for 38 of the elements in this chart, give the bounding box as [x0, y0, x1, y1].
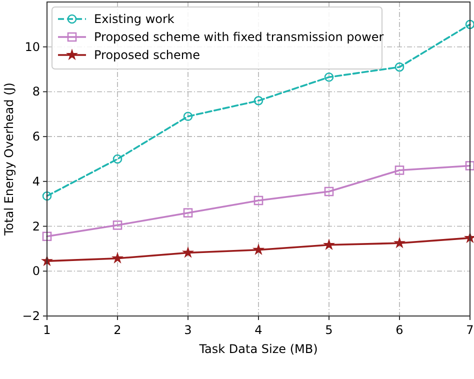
y-tick-label: 6 [32, 130, 40, 144]
x-tick-label: 7 [466, 323, 474, 337]
point [254, 196, 264, 206]
y-axis-title: Total Energy Overhead (J) [2, 82, 16, 236]
point [394, 166, 404, 175]
legend-label: Proposed scheme [94, 48, 200, 62]
x-tick-label: 2 [114, 323, 122, 337]
y-tick-label: 4 [32, 174, 40, 188]
point [393, 236, 406, 248]
point [183, 112, 193, 122]
point [42, 232, 52, 242]
point [112, 220, 122, 230]
point [322, 238, 336, 250]
x-tick-label: 1 [43, 323, 51, 337]
y-tick-label: 2 [32, 219, 40, 234]
x-tick-label: 4 [254, 323, 262, 337]
point [252, 244, 265, 255]
point [182, 246, 194, 258]
legend-label: Proposed scheme with fixed transmission power [94, 30, 384, 44]
point [183, 208, 193, 218]
legend-label: Existing work [94, 12, 174, 26]
point [465, 20, 474, 30]
x-axis-title: Task Data Size (MB) [198, 342, 318, 356]
x-tick-label: 6 [396, 323, 404, 337]
point [254, 96, 264, 106]
x-tick-label: 5 [325, 323, 333, 337]
y-tick-label: 8 [32, 84, 40, 99]
point [111, 252, 124, 264]
point [324, 72, 334, 82]
point [324, 186, 334, 196]
point [42, 191, 52, 201]
point [465, 161, 474, 170]
y-tick-label: 0 [32, 264, 40, 278]
x-tick-label: 3 [184, 323, 192, 337]
point [394, 62, 404, 72]
point [112, 154, 122, 164]
y-tick-label: −2 [22, 309, 40, 323]
y-tick-label: 10 [24, 40, 40, 54]
